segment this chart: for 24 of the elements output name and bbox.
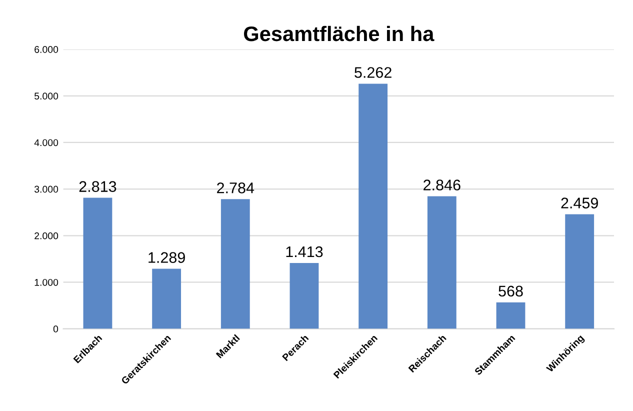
bar <box>290 262 319 329</box>
bar <box>496 302 526 329</box>
y-tick-label: 3.000 <box>34 186 58 193</box>
data-label: 5.262 <box>354 67 392 78</box>
y-tick-label: 1.000 <box>34 278 58 286</box>
data-label: 2.813 <box>79 181 116 192</box>
data-label: 1.413 <box>286 246 323 258</box>
bar <box>83 198 112 329</box>
y-tick-label: 6.000 <box>34 46 58 53</box>
bar <box>565 214 594 329</box>
data-label: 568 <box>498 286 523 297</box>
bar <box>358 84 388 329</box>
y-tick-label: 4.000 <box>34 139 58 146</box>
data-label: 2.459 <box>561 198 598 208</box>
data-label: 2.846 <box>424 180 460 190</box>
data-label: 2.784 <box>217 182 254 194</box>
y-tick-label: 0 <box>53 326 58 332</box>
bar <box>152 268 182 329</box>
data-label: 1.289 <box>148 252 185 263</box>
chart-title: Gesamtfläche in ha <box>244 26 434 42</box>
y-tick-label: 5.000 <box>34 92 58 100</box>
y-tick-label: 2.000 <box>34 232 58 240</box>
bar <box>427 196 456 329</box>
bar <box>220 199 250 329</box>
